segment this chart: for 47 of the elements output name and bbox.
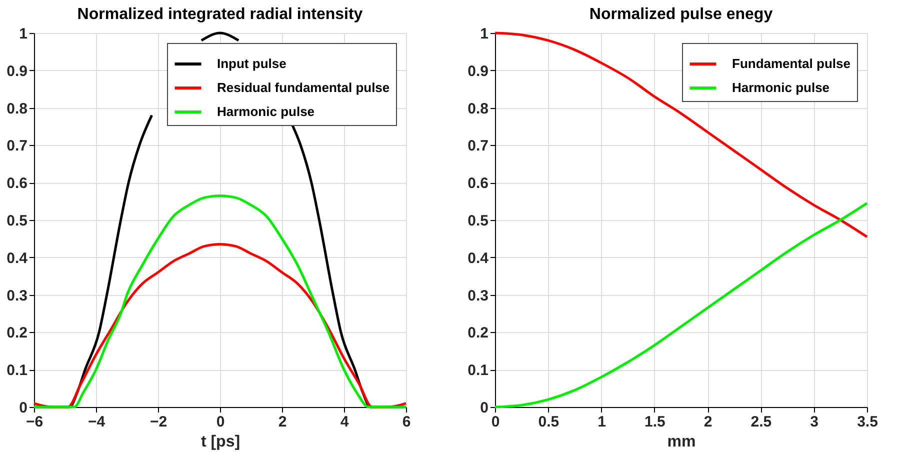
y-tick-label: 0.9 [468,62,488,80]
y-tick-label: 0.3 [468,287,488,304]
y-tick-label: 0.3 [6,287,28,304]
x-tick-label: 0.5 [538,414,560,430]
y-tick-label: 0.4 [6,250,28,267]
legend-label: Harmonic pulse [732,80,830,95]
x-tick-label: −2 [150,414,168,430]
x-tick-label: 0 [216,414,225,430]
x-tick-label: 3 [810,414,819,430]
y-tick-label: 0.7 [6,138,28,155]
x-tick-label: 6 [402,414,411,430]
x-tick-label: 1 [598,414,606,430]
x-tick-label: 2.5 [750,414,772,430]
legend-label: Fundamental pulse [732,56,850,71]
y-tick-label: 0.5 [468,212,488,230]
x-tick-label: 2 [704,414,712,430]
y-tick-label: 1 [19,26,28,42]
y-tick-label: 0 [480,400,488,416]
x-tick-label: 0 [491,414,500,430]
chart-title: Normalized pulse enegy [589,6,773,23]
x-tick-label: −4 [88,414,106,430]
y-tick-label: 0.9 [6,62,28,80]
x-axis-title: mm [667,434,696,450]
y-tick-label: 0.6 [6,175,28,192]
y-tick-label: 0.4 [468,250,490,267]
y-tick-label: 0.1 [468,362,488,380]
x-tick-label: 2 [278,414,287,430]
y-tick-label: 0.1 [6,362,28,380]
line-series [494,32,868,238]
x-axis-title: t [ps] [200,434,240,450]
y-tick-label: 0.2 [468,324,488,342]
x-tick-label: −6 [26,414,44,430]
y-tick-label: 1 [480,26,488,42]
y-tick-label: 0 [19,400,28,416]
legend-label: Residual fundamental pulse [217,80,390,95]
y-tick-label: 0.5 [6,212,28,230]
y-tick-label: 0.2 [6,324,28,342]
y-tick-label: 0.8 [468,100,488,118]
x-tick-label: 4 [340,414,350,430]
legend-label: Harmonic pulse [217,104,315,119]
y-tick-label: 0.8 [6,100,28,118]
chart-title: Normalized integrated radial intensity [77,6,363,23]
legend-label: Input pulse [217,56,286,71]
x-tick-label: 3.5 [857,414,878,430]
x-tick-label: 1.5 [644,414,666,430]
y-tick-label: 0.7 [468,138,488,155]
y-tick-label: 0.6 [468,175,488,192]
